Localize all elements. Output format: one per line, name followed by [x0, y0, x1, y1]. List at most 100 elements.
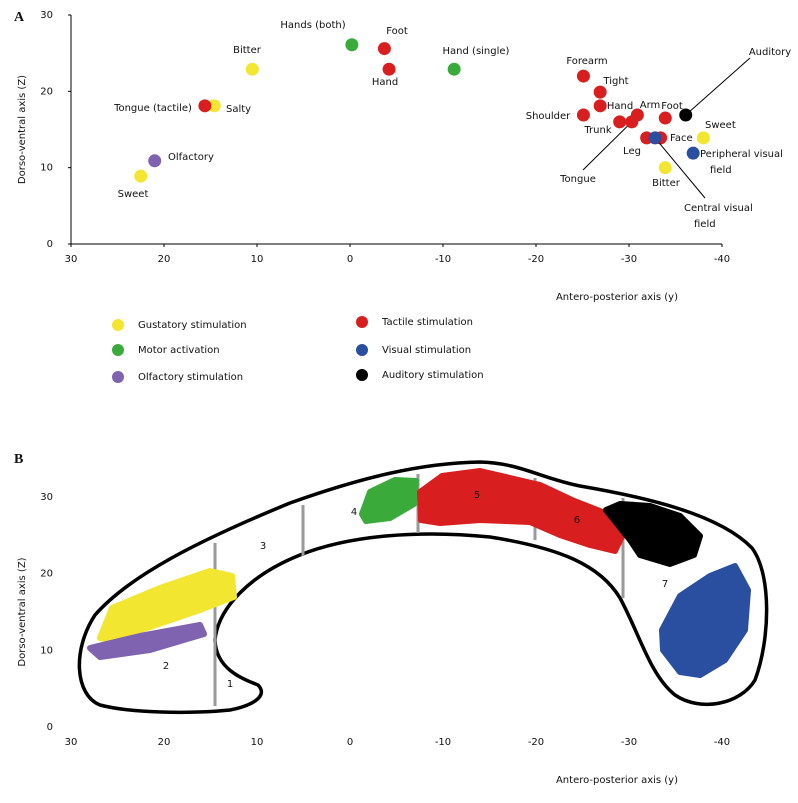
data-point — [613, 115, 627, 129]
legend-label: Auditory stimulation — [382, 370, 484, 381]
data-point — [648, 131, 662, 145]
point-label: Sweet — [705, 120, 736, 131]
point-label: Foot — [386, 26, 408, 37]
legend-swatch — [356, 316, 368, 328]
point-label: Foot — [661, 101, 683, 112]
legend-swatch — [112, 344, 124, 356]
point-label: Bitter — [652, 178, 681, 189]
motor-region — [359, 477, 419, 524]
point-label: Tight — [602, 76, 628, 87]
x-tick-label: 20 — [158, 254, 171, 265]
data-point — [382, 62, 396, 76]
point-label: Olfactory — [168, 152, 214, 163]
x-tick-label: -20 — [528, 254, 544, 265]
x-tick-label: 0 — [347, 737, 353, 748]
data-point — [679, 108, 693, 122]
legend-swatch — [112, 371, 124, 383]
y-axis-label: Dorso-ventral axis (Z) — [17, 557, 28, 666]
panel-letter: A — [14, 10, 25, 25]
x-tick-label: -40 — [714, 254, 730, 265]
y-tick-label: 20 — [40, 569, 53, 580]
point-label: Hands (both) — [280, 20, 345, 31]
panel-letter: B — [14, 452, 23, 467]
region-label: 5 — [474, 490, 480, 501]
point-label: Central visual field — [684, 203, 753, 230]
tract-outline — [77, 460, 769, 715]
tract-diagram — [77, 460, 769, 715]
leader-line — [582, 121, 633, 171]
legend-label: Visual stimulation — [382, 345, 471, 356]
data-point — [207, 99, 221, 113]
point-label: Hand — [372, 77, 398, 88]
data-point — [377, 42, 391, 56]
x-tick-label: 10 — [251, 254, 264, 265]
data-point — [658, 161, 672, 175]
x-tick-label: -40 — [714, 737, 730, 748]
gustatory-region — [97, 568, 237, 643]
legend-swatch — [356, 344, 368, 356]
x-tick-label: 0 — [347, 254, 353, 265]
y-axis-label: Dorso-ventral axis (Z) — [17, 75, 28, 184]
point-label: Peripheral visual field — [700, 149, 783, 176]
legend-label: Olfactory stimulation — [138, 372, 243, 383]
x-tick-label: -30 — [621, 737, 637, 748]
data-point — [576, 69, 590, 83]
x-tick-label: -30 — [621, 254, 637, 265]
activation-blobs — [87, 468, 751, 678]
region-label: 2 — [163, 661, 169, 672]
point-label: Face — [670, 133, 693, 144]
data-point — [686, 146, 700, 160]
point-label: Tongue (tactile) — [113, 103, 192, 114]
point-label: Shoulder — [526, 111, 571, 122]
data-point — [245, 62, 259, 76]
region-label: 4 — [351, 507, 357, 518]
data-point — [345, 38, 359, 52]
data-point — [696, 131, 710, 145]
data-point — [447, 62, 461, 76]
point-label: Hand — [607, 101, 633, 112]
legend-swatch — [112, 319, 124, 331]
tactile-region — [417, 468, 627, 554]
x-tick-label: 10 — [251, 737, 264, 748]
x-tick-label: 20 — [158, 737, 171, 748]
leader-line — [685, 57, 751, 116]
point-label: Salty — [226, 104, 251, 115]
point-label: Hand (single) — [443, 46, 510, 57]
visual-region — [659, 563, 751, 678]
region-label: 7 — [662, 579, 668, 590]
point-label: Bitter — [233, 45, 262, 56]
y-tick-label: 30 — [40, 492, 53, 503]
data-point — [134, 169, 148, 183]
point-label: Trunk — [583, 125, 611, 136]
x-tick-label: 30 — [65, 737, 78, 748]
olfactory-region — [87, 622, 207, 660]
x-tick-label: -20 — [528, 737, 544, 748]
y-tick-label: 10 — [40, 645, 53, 656]
x-axis-label: Antero-posterior axis (y) — [556, 775, 678, 786]
y-tick-label: 30 — [40, 10, 53, 21]
x-tick-label: -10 — [435, 254, 451, 265]
point-label: Arm — [640, 100, 661, 111]
legend-label: Tactile stimulation — [381, 317, 473, 328]
data-point — [593, 85, 607, 99]
region-label: 1 — [227, 679, 233, 690]
point-label: Forearm — [566, 56, 607, 67]
point-label: Auditory — [749, 47, 791, 58]
y-tick-label: 20 — [40, 86, 53, 97]
data-point — [198, 99, 212, 113]
region-label: 6 — [574, 515, 580, 526]
data-point — [593, 99, 607, 113]
data-point — [625, 115, 639, 129]
legend-label: Motor activation — [138, 345, 220, 356]
data-point — [658, 111, 672, 125]
x-tick-label: -10 — [435, 737, 451, 748]
data-point — [148, 154, 162, 168]
point-label: Tongue — [559, 174, 596, 185]
leader-line — [654, 137, 706, 199]
y-tick-label: 10 — [40, 163, 53, 174]
x-axis-label: Antero-posterior axis (y) — [556, 292, 678, 303]
data-point — [576, 108, 590, 122]
y-tick-label: 0 — [47, 722, 53, 733]
auditory-region — [603, 501, 703, 567]
x-tick-label: 30 — [65, 254, 78, 265]
